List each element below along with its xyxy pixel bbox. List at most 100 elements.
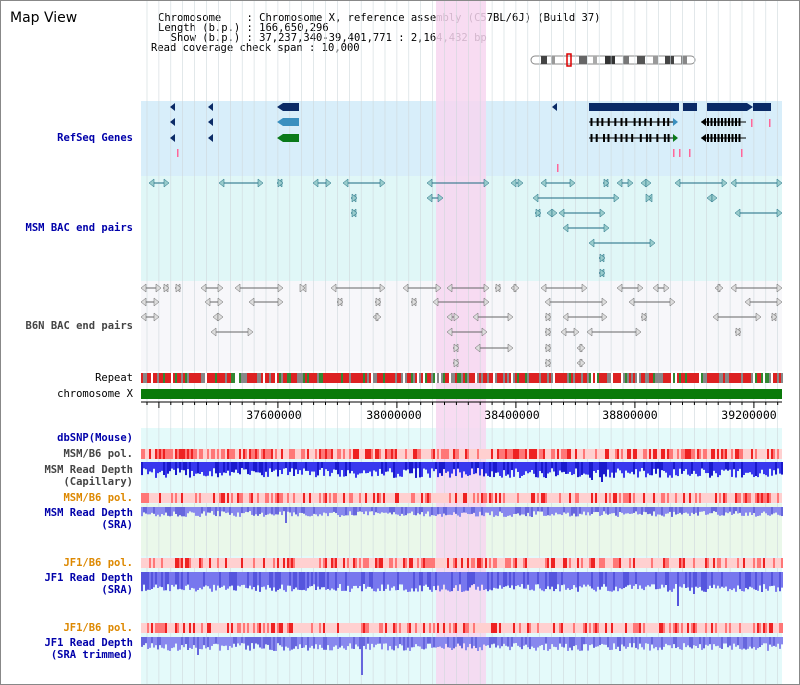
repeat-segment [537, 373, 539, 383]
read-depth-bar [157, 462, 159, 474]
repeat-segment [291, 373, 293, 383]
read-depth-bar [337, 462, 339, 475]
read-depth-bar [311, 637, 313, 646]
read-depth-bar [319, 462, 321, 470]
repeat-segment [281, 373, 283, 383]
read-depth-bar [463, 462, 465, 472]
read-depth-bar [763, 637, 765, 644]
polymorphism-mark [357, 449, 359, 459]
polymorphism-mark [735, 493, 737, 503]
read-depth-bar [609, 637, 611, 650]
read-depth-bar [527, 572, 529, 585]
repeat-segment [373, 373, 375, 383]
msm-bac-pair-end [218, 178, 225, 188]
read-depth-bar [589, 462, 591, 478]
repeat-segment [729, 373, 731, 383]
read-depth-bar [339, 462, 341, 477]
repeat-segment [163, 373, 165, 383]
polymorphism-mark [455, 449, 457, 459]
read-depth-bar [291, 462, 293, 469]
read-depth-bar [177, 462, 179, 469]
polymorphism-mark [611, 623, 613, 633]
read-depth-bar [609, 462, 611, 478]
msm-bac-label[interactable]: MSM BAC end pairs [25, 222, 133, 234]
repeat-segment [481, 373, 483, 383]
read-depth-bar [543, 462, 545, 478]
polymorphism-mark [537, 623, 539, 633]
read-depth-bar [703, 507, 705, 512]
polymorphism-mark [687, 449, 689, 459]
read-depth-bar [653, 637, 655, 649]
polymorphism-mark [597, 623, 599, 633]
refseq-genes-label[interactable]: RefSeq Genes [57, 132, 133, 144]
read-depth-bar [297, 637, 299, 650]
read-depth-bar [359, 637, 361, 650]
b6n-bac-label[interactable]: B6N BAC end pairs [25, 320, 133, 332]
read-depth-bar [613, 637, 615, 644]
repeat-segment [319, 373, 321, 383]
read-depth-bar [473, 462, 475, 475]
b6n-bac-end [472, 312, 479, 322]
read-depth-bar [155, 462, 157, 478]
polymorphism-mark [479, 558, 481, 568]
read-depth-bar [681, 637, 683, 650]
read-depth-bar [427, 507, 429, 512]
read-depth-bar [769, 637, 771, 645]
read-depth-bar [771, 507, 773, 515]
polymorphism-mark [511, 449, 513, 459]
read-depth-bar [715, 637, 717, 647]
dbsnp-label[interactable]: dbSNP(Mouse) [57, 432, 133, 444]
polymorphism-mark [257, 493, 259, 503]
read-depth-bar [249, 572, 251, 586]
read-depth-bar [337, 507, 339, 516]
read-depth-bar [237, 507, 239, 513]
repeat-segment [509, 373, 511, 383]
msm-bac-pair-end [616, 178, 623, 188]
gene-exon [721, 134, 723, 142]
read-depth-bar [551, 462, 553, 469]
read-depth-bar [683, 637, 685, 644]
read-depth-bar [747, 637, 749, 649]
read-depth-bar [191, 507, 193, 513]
read-depth-bar [743, 637, 745, 649]
polymorphism-mark [667, 558, 669, 568]
polymorphism-mark [399, 623, 401, 633]
read-depth-bar [307, 572, 309, 589]
read-depth-bar [227, 637, 229, 651]
msm-bac-pair-end [163, 178, 170, 188]
read-depth-bar [437, 572, 439, 586]
polymorphism-mark [757, 493, 759, 503]
read-depth-bar [217, 572, 219, 586]
chromosome-ideogram[interactable] [529, 53, 699, 67]
b6n-bac-end [616, 283, 623, 293]
read-depth-bar [427, 637, 429, 644]
read-depth-bar [547, 572, 549, 587]
polymorphism-mark [271, 623, 273, 633]
read-depth-bar [581, 637, 583, 651]
polymorphism-mark [453, 558, 455, 568]
repeat-segment [379, 373, 381, 383]
read-depth-bar [717, 572, 719, 586]
polymorphism-mark [565, 558, 567, 568]
read-depth-bar [533, 462, 535, 474]
repeat-segment [573, 373, 575, 383]
read-depth-bar [521, 507, 523, 515]
read-depth-bar [145, 507, 147, 514]
read-depth-bar [397, 637, 399, 649]
read-depth-bar [315, 462, 317, 478]
read-depth-bar [193, 637, 195, 646]
polymorphism-mark [379, 623, 381, 633]
read-depth-bar [495, 462, 497, 473]
repeat-segment [577, 373, 579, 383]
read-depth-bar [179, 462, 181, 473]
read-depth-bar [271, 507, 273, 515]
polymorphism-mark [713, 558, 715, 568]
repeat-segment [219, 373, 221, 383]
read-depth-bar [195, 572, 197, 592]
read-depth-bar [685, 507, 687, 513]
read-depth-bar [151, 637, 153, 644]
read-depth-bar [447, 637, 449, 648]
read-depth-bar [345, 507, 347, 516]
repeat-segment [283, 373, 285, 383]
